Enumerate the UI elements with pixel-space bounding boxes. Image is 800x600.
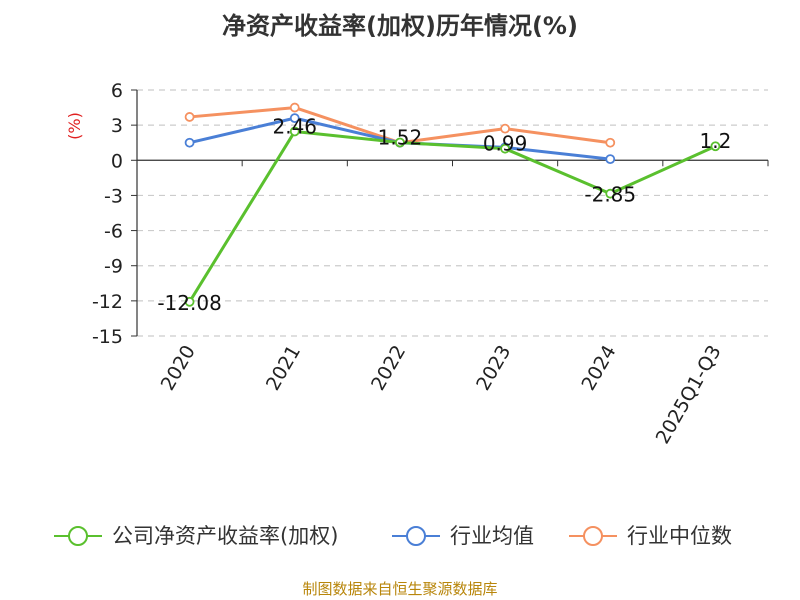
y-tick-label: -3 (104, 185, 123, 207)
data-point (289, 113, 300, 124)
chart-title: 净资产收益率(加权)历年情况(%) (222, 12, 578, 40)
y-axis-label: (%) (65, 112, 84, 140)
x-tick-label: 2023 (472, 342, 515, 395)
data-point (289, 126, 300, 137)
y-tick-label: -15 (92, 326, 123, 348)
y-tick-label: -12 (92, 291, 123, 313)
x-tick-label: 2022 (367, 342, 410, 395)
data-point (184, 137, 195, 148)
data-point (395, 137, 405, 148)
y-tick-label: 6 (111, 80, 123, 102)
data-label: -12.08 (157, 291, 221, 315)
legend-marker (583, 526, 603, 546)
data-label: 1.2 (700, 129, 732, 153)
data-point (184, 112, 195, 122)
data-point (500, 123, 510, 134)
legend-label: 行业中位数 (627, 524, 732, 548)
data-point (710, 141, 721, 152)
data-point (605, 188, 616, 199)
legend-marker (68, 526, 88, 546)
data-label: -2.85 (584, 183, 636, 207)
data-point (605, 137, 616, 148)
x-tick-label: 2024 (577, 342, 620, 395)
data-point (289, 102, 300, 113)
series-line (188, 129, 717, 303)
legend[interactable]: 公司净资产收益率(加权) 行业均值 行业中位数 (54, 524, 732, 548)
label-layer: -12.08 2.46 1.52 0.99 -2.85 1.2 (157, 114, 731, 314)
data-label: 2.46 (272, 114, 317, 138)
data-point (500, 143, 510, 154)
y-tick-label: -6 (104, 221, 123, 243)
grid-layer (137, 89, 768, 337)
y-tick-label: -9 (104, 256, 123, 278)
x-tick-label: 2020 (157, 342, 200, 395)
data-point (605, 154, 616, 165)
legend-label: 公司净资产收益率(加权) (112, 524, 338, 548)
legend-marker (406, 526, 426, 546)
data-label: 0.99 (483, 132, 528, 156)
x-tick-label: 2021 (262, 342, 305, 395)
data-point (184, 296, 195, 307)
source-text: 制图数据来自恒生聚源数据库 (302, 580, 498, 598)
legend-label: 行业均值 (450, 524, 534, 548)
y-tick-label: 0 (111, 150, 123, 172)
x-tick-label: 2025Q1-Q3 (652, 342, 726, 448)
y-tick-label: 3 (111, 115, 123, 137)
series-layer (184, 102, 721, 307)
data-label: 1.52 (378, 125, 423, 149)
